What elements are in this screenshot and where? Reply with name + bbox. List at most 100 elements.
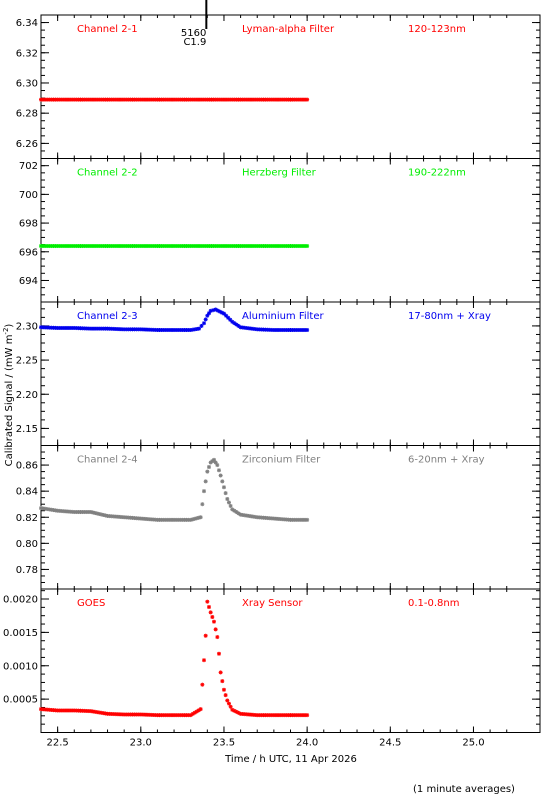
y-axis-title-close: ) (4, 324, 15, 328)
data-point (200, 682, 205, 687)
x-axis: 22.5 23.0 23.5 24.0 24.5 25.0 (47, 738, 485, 749)
data-point (203, 633, 208, 638)
data-point (234, 510, 239, 515)
data-point (211, 619, 216, 624)
data-point (305, 328, 310, 333)
panel-filter-label: Zirconium Filter (242, 455, 321, 466)
data-point (206, 605, 211, 610)
y-tick-label: 2.15 (16, 424, 38, 435)
y-tick-label: 6.32 (16, 48, 38, 59)
y-tick-label: 0.80 (16, 539, 38, 550)
panel-channel-label: Channel 2-2 (77, 168, 138, 179)
y-tick-label: 0.84 (16, 487, 38, 498)
panel-channel-label: Channel 2-3 (77, 311, 138, 322)
data-point (223, 693, 228, 698)
y-tick-label: 2.30 (16, 321, 38, 332)
data-point (198, 707, 203, 712)
data-point (225, 698, 230, 703)
data-point (228, 503, 233, 508)
data-point (221, 687, 226, 692)
y-tick-label: 700 (19, 190, 38, 201)
y-tick-label: 698 (19, 219, 38, 230)
x-axis-title: Time / h UTC, 11 Apr 2026 (224, 754, 357, 765)
panel-filter-label: Herzberg Filter (242, 168, 317, 179)
panel-band-label: 17-80nm + Xray (408, 311, 491, 322)
data-point (199, 323, 204, 328)
data-point (226, 500, 231, 505)
data-point (210, 615, 215, 620)
x-tick-label: 24.5 (379, 738, 401, 749)
panel-1: 6.26 6.28 6.30 6.32 6.34 Channel 2-1 Lyman-alp… (16, 14, 541, 159)
y-axis-title: Calibrated Signal / (mW m-2) (2, 324, 15, 467)
panel-frame (40, 158, 541, 303)
y-tick-label: 0.82 (16, 513, 38, 524)
series (39, 599, 310, 718)
x-tick-label: 23.5 (213, 738, 235, 749)
data-point (206, 465, 211, 470)
data-point (200, 502, 205, 507)
y-axis-title-main: Calibrated Signal / (mW m (4, 335, 15, 467)
y-tick-label: 696 (19, 247, 38, 258)
panel-5: 0.0005 0.0010 0.0015 0.0020 GOES Xray Sensor 0… (3, 588, 541, 733)
y-tick-label: 0.78 (16, 565, 38, 576)
data-point (216, 651, 221, 656)
event-number-label: 5160 (181, 28, 206, 39)
panel-filter-label: Aluminium Filter (242, 311, 325, 322)
series (39, 457, 310, 522)
data-point (203, 479, 208, 484)
y-tick-label: 694 (19, 276, 38, 287)
panel-filter-label: Xray Sensor (242, 598, 303, 609)
y-tick-label: 0.0010 (3, 661, 38, 672)
panel-channel-label: Channel 2-4 (77, 455, 138, 466)
data-point (216, 468, 221, 473)
panel-filter-label: Lyman-alpha Filter (242, 24, 335, 35)
data-point (298, 244, 303, 249)
y-tick-label: 0.86 (16, 461, 38, 472)
y-tick-label: 0.0015 (3, 628, 38, 639)
series (39, 244, 310, 249)
series (39, 307, 310, 333)
x-tick-label: 22.5 (47, 738, 69, 749)
panel-frame (40, 301, 541, 446)
panel-channel-label: GOES (77, 598, 105, 609)
data-point (202, 658, 207, 663)
y-axis-title-superscript: -2 (2, 328, 10, 335)
chart-panels: 6.26 6.28 6.30 6.32 6.34 Channel 2-1 Lyman-alp… (3, 14, 541, 733)
panel-band-label: 6-20nm + Xray (408, 455, 485, 466)
panel-2: 694 696 698 700 702 Channel 2-2 Herzberg Filte… (19, 158, 541, 303)
footnote: (1 minute averages) (413, 784, 515, 795)
data-point (223, 491, 228, 496)
data-point (218, 670, 223, 675)
data-point (305, 517, 310, 522)
data-point (215, 463, 220, 468)
data-point (215, 635, 220, 640)
y-tick-label: 2.20 (16, 390, 38, 401)
y-tick-label: 702 (19, 161, 38, 172)
data-point (220, 479, 225, 484)
data-point (202, 321, 207, 326)
data-point (305, 713, 310, 718)
data-point (202, 489, 207, 494)
data-point (206, 311, 211, 316)
panel-3: 2.15 2.20 2.25 2.30 Channel 2-3 Aluminium Fil… (16, 301, 541, 446)
y-tick-label: 6.28 (16, 109, 38, 120)
series (39, 97, 310, 102)
data-point (228, 704, 233, 709)
data-point (226, 701, 231, 706)
data-point (305, 97, 310, 102)
panel-frame (40, 14, 541, 159)
y-tick-label: 2.25 (16, 356, 38, 367)
data-point (220, 679, 225, 684)
y-tick-label: 6.30 (16, 78, 38, 89)
data-point (305, 244, 310, 249)
y-tick-label: 0.0020 (3, 595, 38, 606)
data-point (205, 469, 210, 474)
event-class-label: C1.9 (183, 37, 206, 48)
panel-band-label: 190-222nm (408, 168, 466, 179)
data-point (208, 610, 213, 615)
data-point (197, 326, 202, 331)
data-point (218, 473, 223, 478)
x-tick-label: 24.0 (296, 738, 318, 749)
